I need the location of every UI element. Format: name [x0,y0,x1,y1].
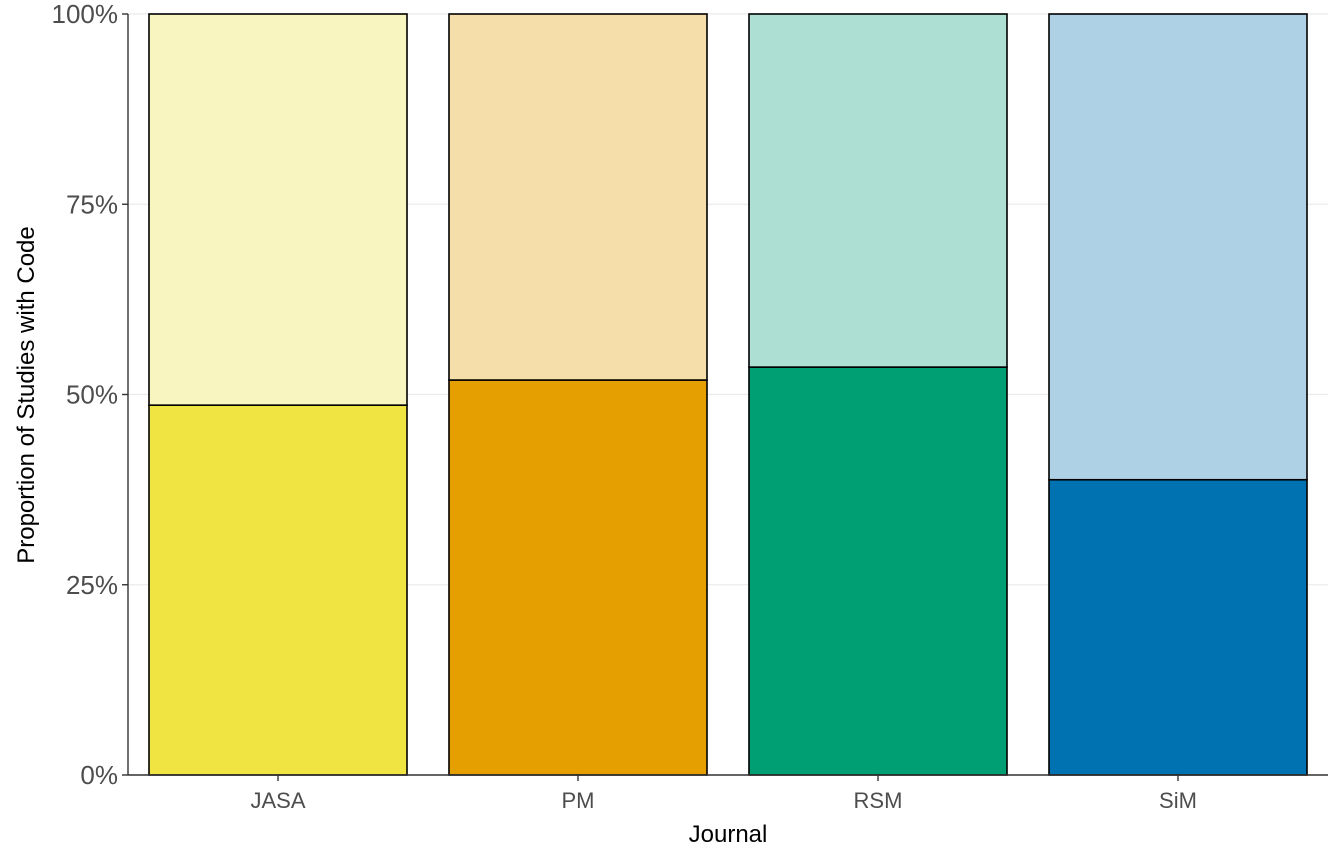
bar-jasa-segment-1 [148,13,408,406]
x-tick-label-pm: PM [562,788,595,813]
bar-rsm-segment-1 [748,13,1008,368]
y-tick-label-3: 75% [66,189,118,219]
y-tick-label-2: 50% [66,380,118,410]
x-axis-title: Journal [689,821,768,848]
bar-rsm-segment-0 [748,366,1008,776]
bar-pm-segment-0 [448,379,708,776]
bar-sim-segment-1 [1048,13,1308,481]
x-tick-label-rsm: RSM [854,788,903,813]
y-tick-label-0: 0% [80,760,118,790]
bars [148,13,1308,776]
bar-jasa-segment-0 [148,404,408,776]
x-tick-label-jasa: JASA [250,788,305,813]
y-tick-label-4: 100% [52,0,119,29]
bar-pm-segment-1 [448,13,708,381]
y-tick-label-1: 25% [66,570,118,600]
x-tick-label-sim: SiM [1159,788,1197,813]
tick-labels: 0% 25% 50% 75% 100% JASA PM RSM SiM [52,0,1197,813]
axes [122,13,1328,781]
y-axis-title: Proportion of Studies with Code [13,226,40,564]
bar-sim-segment-0 [1048,478,1308,776]
